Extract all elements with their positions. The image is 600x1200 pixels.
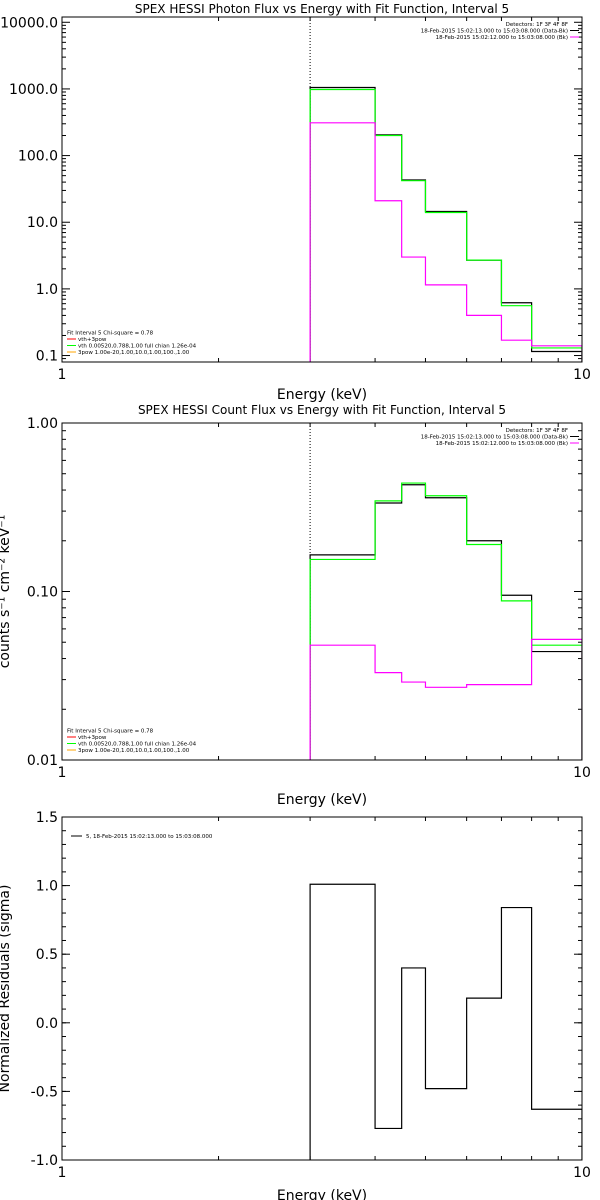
legend-text: vth 0.00520,0.788,1.00 full chian 1.26e-… [78, 742, 197, 748]
axes-frame [61, 16, 583, 363]
series-line-3 [309, 122, 582, 362]
legend-text: 18-Feb-2015 15:02:13.000 to 15:03:08.000… [421, 29, 568, 35]
y-tick-label: 0.10 [27, 585, 58, 601]
plot-area [309, 86, 582, 362]
series-line-2 [309, 482, 582, 760]
y-tick-label: 0.1 [36, 349, 58, 365]
legend-text: Fit Interval 5 Chi-square = 0.78 [67, 331, 154, 337]
x-axis-label: Energy (keV) [277, 387, 367, 403]
legend-text: Detectors: 1F 3F 4F 8F [506, 22, 568, 28]
y-tick-label: 0.01 [27, 753, 58, 769]
x-tick-label: 1 [58, 367, 67, 383]
legend-text: vth+3pow [78, 337, 107, 343]
legend-text: 3pow 1.00e-20,1.00,10.0,1.00,100.,1.00 [78, 350, 190, 356]
y-tick-label: 1.5 [36, 810, 58, 826]
y-tick-label: 100.0 [18, 149, 58, 165]
legend-text: 3pow 1.00e-20,1.00,10.0,1.00,100.,1.00 [78, 748, 190, 754]
chart-panel-3: 1 10 -1.0 -0.5 0.0 0.5 1.0 1.5 Energy (keV) Norma… [0, 810, 591, 1200]
y-tick-label: 1.00 [27, 416, 58, 432]
legend-text: Fit Interval 5 Chi-square = 0.78 [67, 729, 154, 735]
x-tick-label: 1 [58, 1165, 67, 1181]
series-line-1 [309, 86, 582, 362]
legend-text: Detectors: 1F 3F 4F 8F [506, 428, 568, 434]
legend-text: 18-Feb-2015 15:02:12.000 to 15:03:08.000… [436, 441, 568, 447]
legend-text: 18-Feb-2015 15:02:13.000 to 15:03:08.000… [421, 435, 568, 441]
x-tick-label: 10 [573, 367, 591, 383]
x-tick-label: 10 [573, 1165, 591, 1181]
plot-area [309, 883, 582, 1160]
y-tick-label: -0.5 [31, 1084, 58, 1100]
y-tick-label: 1.0 [36, 282, 58, 298]
x-tick-label: 1 [58, 765, 67, 781]
chart-title: SPEX HESSI Photon Flux vs Energy with Fi… [135, 2, 509, 16]
series-line-2 [309, 88, 582, 362]
y-tick-label: 10.0 [27, 215, 58, 231]
chart-panel-2: 1 10 0.01 0.10 1.00 SPEX HESSI Count Flux vs … [0, 403, 591, 808]
y-axis-label: Normalized Residuals (sigma) [0, 885, 13, 1093]
y-tick-label: 1000.0 [9, 82, 58, 98]
y-tick-label: -1.0 [31, 1153, 58, 1169]
plot-area [309, 482, 582, 760]
legend-text: 5, 18-Feb-2015 15:02:13.000 to 15:03:08.… [86, 834, 213, 840]
legend-text: vth 0.00520,0.788,1.00 full chian 1.26e-… [78, 344, 197, 350]
y-tick-label: 0.0 [36, 1016, 58, 1032]
axes-frame [61, 422, 583, 761]
y-axis-label: counts s⁻¹ cm⁻² keV⁻¹ [0, 515, 13, 669]
x-tick-label: 10 [573, 765, 591, 781]
x-axis-label: Energy (keV) [277, 1188, 367, 1200]
series-line-1 [309, 883, 582, 1160]
x-axis-label: Energy (keV) [277, 792, 367, 808]
legend-text: 18-Feb-2015 15:02:12.000 to 15:03:08.000… [436, 35, 568, 41]
legend-text: vth+3pow [78, 735, 107, 741]
y-tick-label: 0.5 [36, 947, 58, 963]
series-line-1 [309, 484, 582, 760]
y-tick-label: 1.0 [36, 879, 58, 895]
chart-panel-1: 1 10 0.1 1.0 10.0 100.0 1000.0 10000.0 SPEX HESS… [0, 2, 591, 403]
y-tick-label: 10000.0 [0, 15, 58, 31]
series-line-3 [309, 638, 582, 760]
chart-title: SPEX HESSI Count Flux vs Energy with Fit… [138, 403, 506, 417]
axes-frame [61, 816, 583, 1161]
